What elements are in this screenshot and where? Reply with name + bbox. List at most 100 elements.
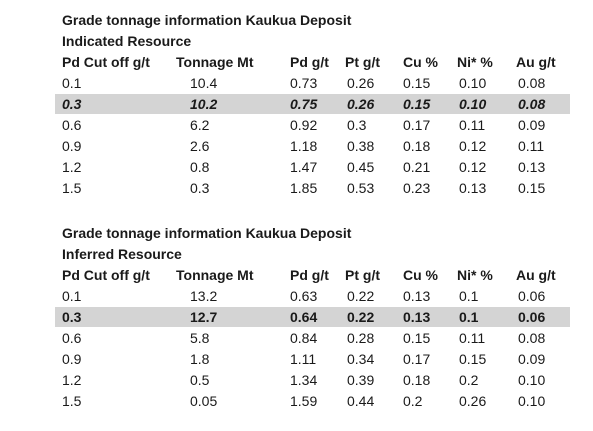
column-header: Pt g/t	[345, 54, 380, 70]
table-cell: 0.10	[518, 372, 546, 388]
table-cell: 0.9	[62, 351, 82, 367]
table-cell: 0.22	[347, 288, 375, 304]
table-cell: 0.12	[459, 138, 487, 154]
table-cell: 0.1	[62, 288, 82, 304]
table-cell: 0.75	[290, 96, 318, 112]
table-cell: 10.2	[190, 96, 218, 112]
table-cell: 0.1	[62, 75, 82, 91]
table-cell: 0.39	[347, 372, 375, 388]
table-cell: 1.8	[190, 351, 210, 367]
table-cell: 0.13	[403, 309, 431, 325]
highlight-band	[55, 307, 570, 327]
column-header: Pt g/t	[345, 267, 380, 283]
table-cell: 0.26	[347, 75, 375, 91]
column-header: Ni* %	[457, 267, 493, 283]
table-cell: 0.13	[518, 159, 546, 175]
table-cell: 1.5	[62, 393, 82, 409]
column-header: Cu %	[403, 54, 438, 70]
table-cell: 1.85	[290, 180, 318, 196]
table-cell: 0.06	[518, 309, 546, 325]
table-cell: 13.2	[190, 288, 218, 304]
column-header: Pd Cut off g/t	[62, 267, 150, 283]
table-cell: 0.28	[347, 330, 375, 346]
table-cell: 1.2	[62, 159, 82, 175]
table-subtitle: Indicated Resource	[62, 33, 192, 49]
table-cell: 0.12	[459, 159, 487, 175]
table-cell: 0.18	[403, 138, 431, 154]
table-cell: 0.11	[459, 117, 486, 133]
table-cell: 0.63	[290, 288, 318, 304]
table-cell: 0.53	[347, 180, 375, 196]
table-cell: 0.13	[403, 288, 431, 304]
column-header: Pd g/t	[290, 267, 329, 283]
table-title: Grade tonnage information Kaukua Deposit	[62, 12, 352, 28]
table-cell: 5.8	[190, 330, 210, 346]
table-cell: 0.6	[62, 330, 82, 346]
table-cell: 0.08	[518, 330, 546, 346]
table-cell: 0.15	[403, 96, 431, 112]
table-cell: 0.22	[347, 309, 375, 325]
table-cell: 0.92	[290, 117, 318, 133]
table-cell: 1.47	[290, 159, 318, 175]
table-cell: 0.6	[62, 117, 82, 133]
column-header: Ni* %	[457, 54, 493, 70]
table-cell: 0.15	[403, 75, 431, 91]
column-header: Tonnage Mt	[176, 54, 254, 70]
table-cell: 0.2	[459, 372, 479, 388]
column-header: Au g/t	[516, 267, 556, 283]
table-cell: 6.2	[190, 117, 210, 133]
table-cell: 0.1	[459, 309, 479, 325]
table-cell: 0.10	[518, 393, 546, 409]
table-cell: 0.3	[62, 96, 82, 112]
table-cell: 1.2	[62, 372, 82, 388]
table-cell: 0.64	[290, 309, 318, 325]
table-cell: 0.38	[347, 138, 375, 154]
table-cell: 1.5	[62, 180, 82, 196]
table-cell: 0.8	[190, 159, 210, 175]
table-subtitle: Inferred Resource	[62, 246, 182, 262]
table-cell: 0.09	[518, 117, 546, 133]
table-cell: 0.84	[290, 330, 318, 346]
table-cell: 1.59	[290, 393, 318, 409]
table-cell: 0.26	[459, 393, 487, 409]
table-cell: 0.1	[459, 288, 479, 304]
table-cell: 0.26	[347, 96, 375, 112]
table-cell: 0.10	[459, 96, 487, 112]
table-cell: 0.10	[459, 75, 487, 91]
table-cell: 0.44	[347, 393, 375, 409]
column-header: Au g/t	[516, 54, 556, 70]
table-cell: 0.3	[62, 309, 82, 325]
column-header: Pd g/t	[290, 54, 329, 70]
table-cell: 0.15	[518, 180, 546, 196]
column-header: Cu %	[403, 267, 438, 283]
table-cell: 0.34	[347, 351, 375, 367]
table-cell: 0.17	[403, 117, 431, 133]
table-cell: 0.11	[518, 138, 545, 154]
table-cell: 0.9	[62, 138, 82, 154]
table-cell: 0.13	[459, 180, 487, 196]
table-cell: 0.11	[459, 330, 486, 346]
table-cell: 1.18	[290, 138, 318, 154]
table-cell: 2.6	[190, 138, 210, 154]
table-cell: 0.5	[190, 372, 210, 388]
table-cell: 0.3	[190, 180, 210, 196]
table-cell: 0.09	[518, 351, 546, 367]
column-header: Tonnage Mt	[176, 267, 254, 283]
table-cell: 1.11	[290, 351, 317, 367]
table-cell: 0.08	[518, 96, 546, 112]
table-cell: 0.15	[403, 330, 431, 346]
table-cell: 0.21	[403, 159, 431, 175]
table-cell: 0.73	[290, 75, 318, 91]
table-cell: 0.18	[403, 372, 431, 388]
table-cell: 0.15	[459, 351, 487, 367]
table-cell: 0.06	[518, 288, 546, 304]
table-cell: 0.2	[403, 393, 423, 409]
table-cell: 0.05	[190, 393, 218, 409]
table-cell: 0.45	[347, 159, 375, 175]
table-title: Grade tonnage information Kaukua Deposit	[62, 225, 352, 241]
table-cell: 0.08	[518, 75, 546, 91]
table-cell: 0.17	[403, 351, 431, 367]
table-cell: 0.3	[347, 117, 367, 133]
table-cell: 0.23	[403, 180, 431, 196]
